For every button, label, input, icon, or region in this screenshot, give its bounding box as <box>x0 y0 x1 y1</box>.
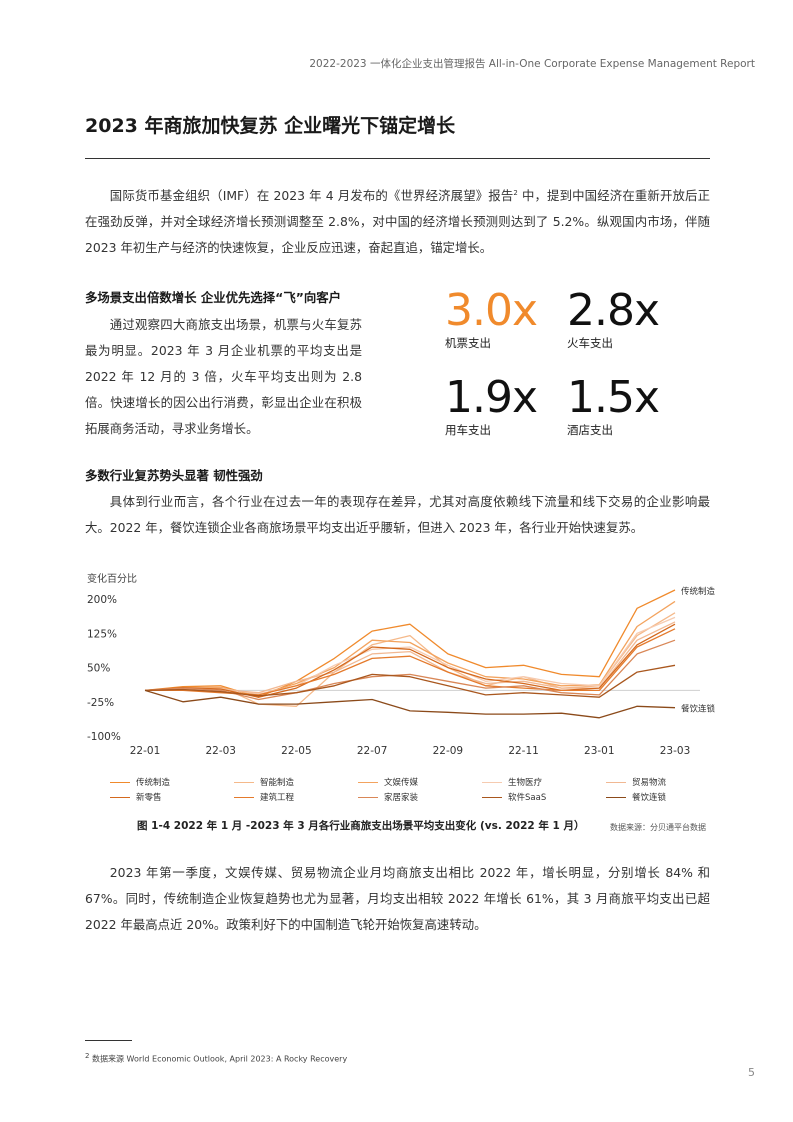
legend-label: 生物医疗 <box>508 778 543 788</box>
footnote: 2 数据来源 World Economic Outlook, April 202… <box>85 1052 347 1065</box>
report-header: 2022-2023 一体化企业支出管理报告 All-in-One Corpora… <box>309 58 755 70</box>
stat-airfare: 3.0x 机票支出 <box>445 287 560 351</box>
y-tick-label: -25% <box>87 697 114 709</box>
legend-item: 新零售 <box>110 791 162 803</box>
legend-item: 餐饮连锁 <box>606 791 666 803</box>
intro-paragraph: 国际货币基金组织（IMF）在 2023 年 4 月发布的《世界经济展望》报告2 … <box>85 180 710 261</box>
legend-swatch <box>110 796 130 799</box>
series-annotation: 传统制造 <box>681 586 716 597</box>
legend-label: 贸易物流 <box>632 778 667 788</box>
series-line-传统制造 <box>144 589 676 698</box>
x-tick-label: 22-05 <box>281 745 312 757</box>
legend-item: 生物医疗 <box>482 776 542 788</box>
series-line-餐饮连锁 <box>144 689 676 719</box>
legend-swatch <box>234 796 254 799</box>
stat-value: 3.0x <box>445 285 538 336</box>
x-tick-label: 22-09 <box>433 745 464 757</box>
stat-train: 2.8x 火车支出 <box>567 287 682 351</box>
series-annotation: 餐饮连锁 <box>681 704 716 715</box>
legend-item: 家居家装 <box>358 791 418 803</box>
x-tick-label: 23-01 <box>584 745 615 757</box>
legend-item: 文娱传媒 <box>358 776 418 788</box>
x-tick-label: 22-03 <box>205 745 236 757</box>
y-tick-label: 50% <box>87 663 110 675</box>
legend-swatch <box>358 796 378 799</box>
y-tick-label: 200% <box>87 594 117 606</box>
scenarios-paragraph: 通过观察四大商旅支出场景，机票与火车复苏最为明显。2023 年 3 月企业机票的… <box>85 317 362 436</box>
series-line-贸易物流 <box>144 621 676 694</box>
legend-item: 建筑工程 <box>234 791 294 803</box>
section-heading-industries: 多数行业复苏势头显著 韧性强劲 <box>85 468 263 483</box>
q1-paragraph: 2023 年第一季度，文娱传媒、贸易物流企业月均商旅支出相比 2022 年，增长… <box>85 865 710 932</box>
footnote-mark: 2 <box>85 1052 90 1060</box>
legend-swatch <box>606 796 626 799</box>
stat-hotel: 1.5x 酒店支出 <box>567 374 682 438</box>
x-tick-label: 23-03 <box>660 745 691 757</box>
stat-label: 机票支出 <box>445 336 491 350</box>
stat-label: 酒店支出 <box>567 423 613 437</box>
legend-label: 餐饮连锁 <box>632 793 667 803</box>
stat-value: 2.8x <box>567 285 660 336</box>
stat-value: 1.9x <box>445 372 538 423</box>
legend-item: 贸易物流 <box>606 776 666 788</box>
legend-label: 家居家装 <box>384 793 419 803</box>
legend-label: 文娱传媒 <box>384 778 419 788</box>
x-tick-label: 22-01 <box>130 745 161 757</box>
stat-car: 1.9x 用车支出 <box>445 374 560 438</box>
stat-value: 1.5x <box>567 372 660 423</box>
intro-text-b: 中，提到中国经济在重新开放后正在强劲反弹，并对全球经济增长预测调整至 2.8%，… <box>85 188 710 256</box>
series-line-新零售 <box>144 623 676 698</box>
figure-caption: 图 1-4 2022 年 1 月 -2023 年 3 月各行业商旅支出场景平均支… <box>137 820 585 832</box>
page-title: 2023 年商旅加快复苏 企业曙光下锚定增长 <box>85 115 456 137</box>
y-tick-label: -100% <box>87 731 121 743</box>
intro-text-a: 国际货币基金组织（IMF）在 2023 年 4 月发布的《世界经济展望》报告 <box>109 188 514 204</box>
figure-source: 数据来源：分贝通平台数据 <box>610 823 706 832</box>
industries-paragraph: 具体到行业而言，各个行业在过去一年的表现存在差异，尤其对高度依赖线下流量和线下交… <box>85 494 710 535</box>
legend-swatch <box>606 781 626 784</box>
x-tick-label: 22-11 <box>508 745 539 757</box>
legend-item: 软件SaaS <box>482 791 546 803</box>
stat-label: 火车支出 <box>567 336 613 350</box>
series-line-文娱传媒 <box>144 600 676 696</box>
y-tick-label: 125% <box>87 628 117 640</box>
legend-label: 新零售 <box>136 793 162 803</box>
section-heading-scenarios: 多场景支出倍数增长 企业优先选择“飞”向客户 <box>85 290 342 305</box>
page-number: 5 <box>748 1066 755 1079</box>
legend-label: 智能制造 <box>260 778 295 788</box>
legend-label: 传统制造 <box>136 778 171 788</box>
y-axis-label: 变化百分比 <box>87 572 137 585</box>
chart-legend: 传统制造 智能制造 文娱传媒 生物医疗 贸易物流新零售 建筑工程 家居家装 软件SaaS 餐饮连… <box>110 776 730 806</box>
legend-label: 建筑工程 <box>260 793 295 803</box>
chart-svg: 变化百分比 200% 125% 50% -25% -100% 22-01 22-03 22-05… <box>87 572 716 757</box>
stat-label: 用车支出 <box>445 423 491 437</box>
footnote-text: 数据来源 World Economic Outlook, April 2023:… <box>89 1054 348 1064</box>
legend-item: 智能制造 <box>234 776 294 788</box>
legend-label: 软件SaaS <box>508 793 547 803</box>
legend-item: 传统制造 <box>110 776 170 788</box>
legend-swatch <box>482 781 502 784</box>
legend-swatch <box>110 781 130 784</box>
footnote-ref: 2 <box>513 189 518 197</box>
x-tick-label: 22-07 <box>357 745 388 757</box>
footnote-divider <box>85 1040 132 1041</box>
legend-swatch <box>234 781 254 784</box>
series-line-软件SaaS <box>144 664 676 698</box>
title-divider <box>85 158 710 159</box>
legend-swatch <box>482 796 502 799</box>
legend-swatch <box>358 781 378 784</box>
industry-line-chart: 变化百分比 200% 125% 50% -25% -100% 22-01 22-03 22-05… <box>85 568 725 818</box>
